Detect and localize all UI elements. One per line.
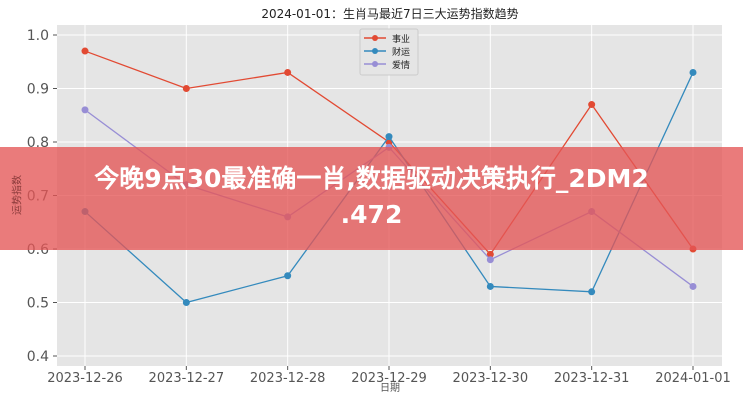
legend-label: 爱情 [392, 59, 410, 71]
data-point [385, 133, 393, 141]
legend-label: 财运 [392, 46, 410, 58]
data-point [689, 282, 697, 290]
data-point [182, 299, 190, 306]
x-tick-label: 2023-12-31 [554, 371, 630, 386]
legend-marker [372, 35, 378, 41]
y-tick-label: 0.9 [27, 82, 49, 98]
x-tick-label: 2023-12-26 [47, 371, 123, 386]
x-tick-label: 2023-12-27 [149, 371, 225, 386]
banner-line-2: .472 [340, 200, 403, 229]
chart-title: 2024-01-01：生肖马最近7日三大运势指数趋势 [261, 6, 518, 21]
y-axis-label: 运势指数 [12, 175, 24, 215]
data-point [182, 85, 190, 92]
data-point [81, 106, 89, 114]
data-point [81, 47, 89, 55]
x-tick-label: 2023-12-29 [351, 371, 427, 386]
data-point [486, 250, 494, 258]
overlay-banner: 今晚9点30最准确一肖,数据驱动决策执行_2DM2 .472 [0, 147, 743, 250]
legend-label: 事业 [392, 33, 410, 45]
data-point [588, 288, 596, 296]
banner-line-1: 今晚9点30最准确一肖,数据驱动决策执行_2DM2 [94, 164, 649, 193]
legend-marker [372, 61, 378, 67]
y-tick-label: 0.4 [27, 349, 49, 365]
x-tick-label: 2023-12-28 [250, 371, 326, 386]
data-point [486, 256, 494, 264]
x-tick-label: 2024-01-01 [655, 371, 731, 386]
data-point [588, 101, 596, 109]
data-point [284, 272, 292, 280]
y-tick-label: 0.5 [27, 296, 49, 312]
y-tick-label: 1.0 [27, 28, 49, 44]
data-point [486, 282, 494, 290]
x-axis-label: 日期 [380, 382, 400, 394]
legend-marker [372, 48, 378, 54]
x-tick-label: 2023-12-30 [453, 371, 529, 386]
data-point [284, 68, 292, 76]
data-point [689, 68, 697, 76]
